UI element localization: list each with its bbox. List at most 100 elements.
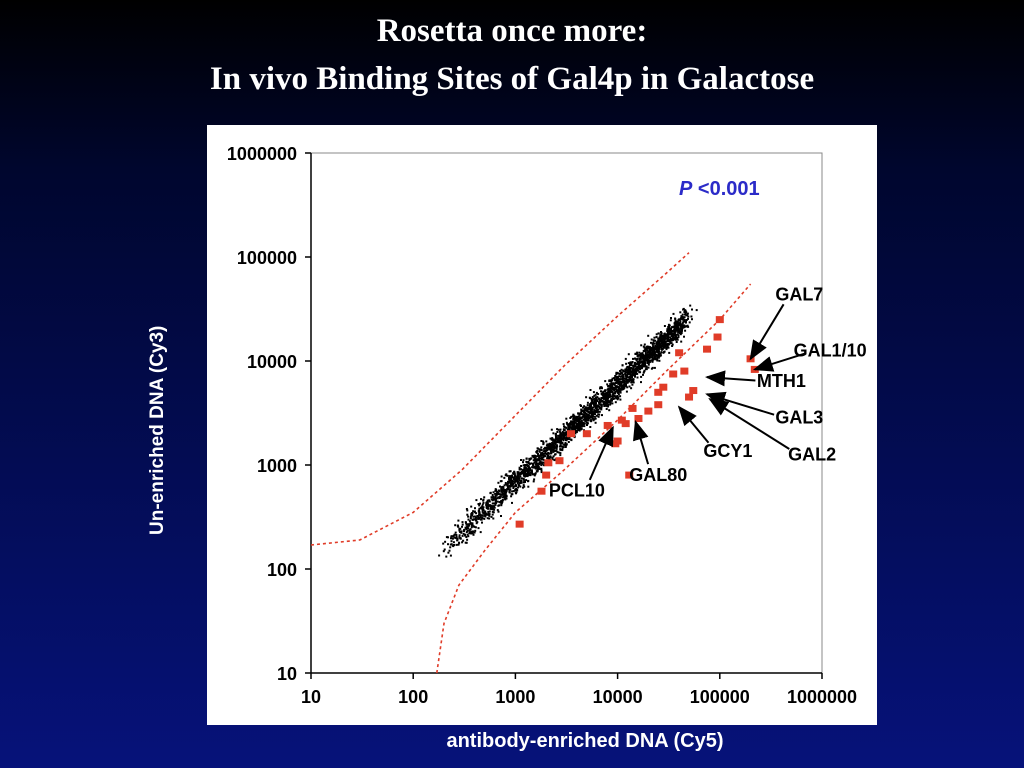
background-point — [686, 314, 689, 317]
background-point — [627, 366, 630, 369]
background-point — [511, 493, 514, 496]
background-point — [606, 383, 609, 386]
background-point — [522, 464, 525, 467]
background-point — [672, 325, 675, 328]
background-point — [624, 372, 627, 375]
background-point — [582, 421, 585, 424]
background-point — [582, 411, 585, 414]
background-point — [537, 454, 540, 457]
background-point — [525, 469, 527, 472]
background-point — [613, 377, 616, 379]
background-point — [523, 485, 526, 488]
background-point — [640, 375, 643, 378]
background-point — [568, 428, 571, 431]
background-point — [464, 521, 467, 524]
background-point — [581, 422, 584, 425]
background-point — [488, 514, 491, 517]
background-point — [457, 525, 460, 528]
background-point — [680, 315, 683, 318]
background-point — [637, 365, 639, 368]
background-point — [666, 339, 669, 342]
background-point — [631, 380, 634, 383]
background-point — [486, 503, 488, 506]
gene-label: MTH1 — [757, 371, 806, 391]
background-point — [554, 446, 557, 449]
background-point — [640, 344, 643, 347]
background-point — [658, 354, 660, 356]
scatter-chart: 10 100 1000 10000 100000 1000000 10 100 1000 1000… — [227, 144, 867, 707]
background-point — [559, 442, 562, 445]
background-point — [567, 427, 570, 430]
background-point — [656, 357, 659, 360]
background-point — [590, 408, 593, 411]
background-point — [510, 495, 513, 498]
background-point — [558, 430, 561, 433]
background-point — [498, 504, 501, 507]
background-point — [677, 322, 680, 325]
background-point — [620, 372, 623, 375]
background-point — [520, 477, 523, 480]
background-point — [512, 472, 515, 475]
background-point — [570, 415, 573, 418]
background-point — [522, 461, 524, 464]
background-point — [629, 370, 632, 373]
background-point — [629, 368, 632, 371]
background-point — [596, 400, 599, 403]
background-point — [469, 528, 472, 531]
background-point — [658, 355, 661, 358]
background-point — [637, 369, 640, 372]
background-point — [525, 457, 528, 460]
background-point — [635, 353, 638, 355]
background-point — [622, 369, 625, 372]
background-point — [509, 470, 512, 473]
background-point — [643, 343, 646, 346]
background-point — [527, 480, 529, 483]
background-point — [663, 336, 666, 339]
background-point — [643, 354, 645, 357]
background-point — [617, 387, 620, 390]
background-point — [508, 490, 511, 493]
background-point — [664, 344, 667, 347]
background-point — [677, 336, 680, 339]
background-point — [550, 449, 553, 452]
background-point — [585, 408, 588, 411]
background-point — [619, 373, 622, 376]
background-point — [687, 325, 690, 328]
background-point — [571, 424, 574, 426]
background-point — [452, 535, 455, 538]
background-point — [591, 406, 594, 409]
background-point — [500, 490, 503, 493]
background-point — [578, 413, 581, 416]
background-point — [586, 404, 589, 407]
background-point — [548, 448, 551, 451]
background-point — [472, 510, 475, 513]
background-point — [473, 531, 476, 534]
background-point — [651, 348, 654, 351]
background-point — [479, 516, 482, 519]
background-point — [506, 488, 509, 491]
background-point — [475, 499, 478, 502]
background-point — [683, 335, 685, 338]
background-point — [632, 368, 634, 371]
background-point — [494, 492, 497, 495]
background-point — [595, 408, 598, 411]
background-point — [686, 324, 689, 327]
background-point — [616, 390, 619, 392]
background-point — [540, 440, 543, 442]
background-point — [656, 354, 659, 357]
significant-point — [703, 345, 712, 353]
background-point — [528, 459, 531, 461]
background-point — [675, 326, 678, 329]
background-point — [586, 416, 589, 419]
background-point — [594, 421, 597, 424]
background-point — [506, 485, 509, 488]
background-point — [484, 515, 487, 518]
background-point — [661, 347, 664, 350]
gene-label: GCY1 — [703, 441, 752, 461]
background-point — [588, 406, 591, 409]
background-point — [453, 533, 456, 536]
significant-point — [689, 387, 698, 395]
background-point — [556, 441, 559, 444]
background-point — [489, 507, 492, 510]
background-point — [634, 357, 636, 360]
